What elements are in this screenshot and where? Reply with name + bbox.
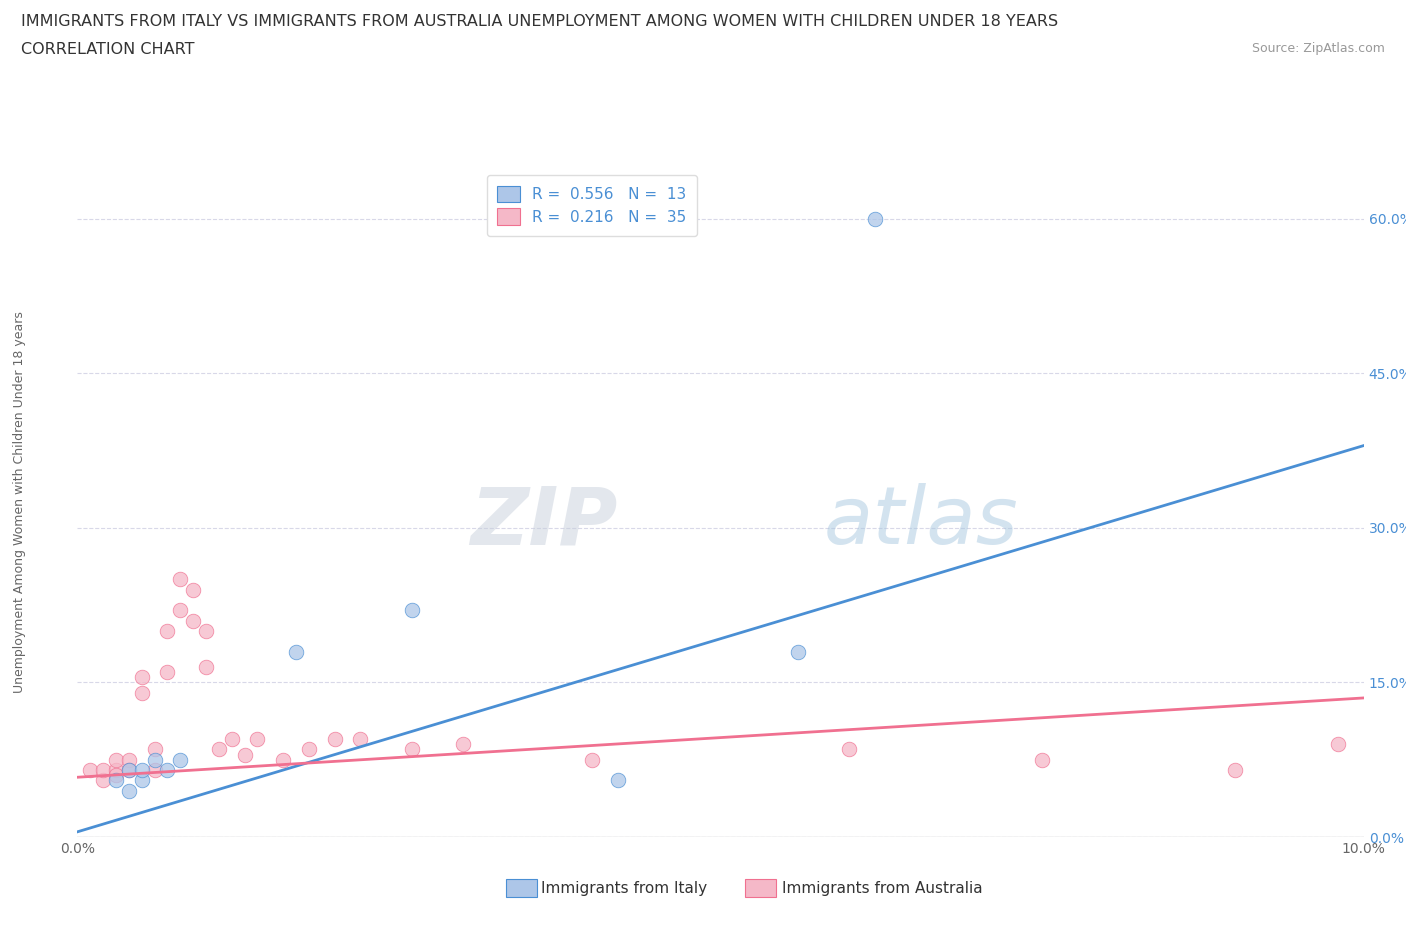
Point — [118, 763, 141, 777]
Text: Unemployment Among Women with Children Under 18 years: Unemployment Among Women with Children U… — [13, 312, 25, 693]
Point — [118, 752, 141, 767]
Text: CORRELATION CHART: CORRELATION CHART — [21, 42, 194, 57]
Point — [606, 773, 628, 788]
Point — [156, 665, 179, 680]
Point — [181, 582, 204, 597]
Point — [143, 752, 166, 767]
Text: IMMIGRANTS FROM ITALY VS IMMIGRANTS FROM AUSTRALIA UNEMPLOYMENT AMONG WOMEN WITH: IMMIGRANTS FROM ITALY VS IMMIGRANTS FROM… — [21, 14, 1059, 29]
Point — [104, 763, 127, 777]
Point — [285, 644, 308, 659]
Legend: R =  0.556   N =  13, R =  0.216   N =  35: R = 0.556 N = 13, R = 0.216 N = 35 — [486, 175, 697, 236]
Point — [1223, 763, 1247, 777]
Point — [131, 670, 153, 684]
Point — [1327, 737, 1350, 751]
Point — [181, 613, 204, 628]
Point — [169, 603, 191, 618]
Point — [169, 572, 191, 587]
Point — [298, 742, 321, 757]
Point — [131, 773, 153, 788]
Point — [156, 623, 179, 638]
Point — [233, 747, 256, 762]
Point — [104, 752, 127, 767]
Point — [156, 763, 179, 777]
Point — [91, 763, 114, 777]
Point — [401, 742, 423, 757]
Point — [104, 773, 127, 788]
Point — [195, 623, 218, 638]
Point — [863, 211, 886, 226]
Point — [118, 763, 141, 777]
Text: atlas: atlas — [824, 484, 1018, 562]
Point — [91, 773, 114, 788]
Point — [838, 742, 860, 757]
Point — [1031, 752, 1053, 767]
Point — [453, 737, 475, 751]
Point — [131, 685, 153, 700]
Point — [581, 752, 603, 767]
Point — [208, 742, 231, 757]
Point — [169, 752, 191, 767]
Point — [786, 644, 808, 659]
Point — [104, 768, 127, 783]
Text: Immigrants from Italy: Immigrants from Italy — [541, 881, 707, 896]
Text: Immigrants from Australia: Immigrants from Australia — [782, 881, 983, 896]
Text: ZIP: ZIP — [470, 484, 617, 562]
Point — [221, 732, 243, 747]
Point — [195, 659, 218, 674]
Point — [131, 763, 153, 777]
Point — [143, 763, 166, 777]
Point — [79, 763, 101, 777]
Point — [118, 783, 141, 798]
Point — [401, 603, 423, 618]
Text: Source: ZipAtlas.com: Source: ZipAtlas.com — [1251, 42, 1385, 55]
Point — [271, 752, 294, 767]
Point — [143, 742, 166, 757]
Point — [323, 732, 346, 747]
Point — [246, 732, 269, 747]
Point — [349, 732, 371, 747]
